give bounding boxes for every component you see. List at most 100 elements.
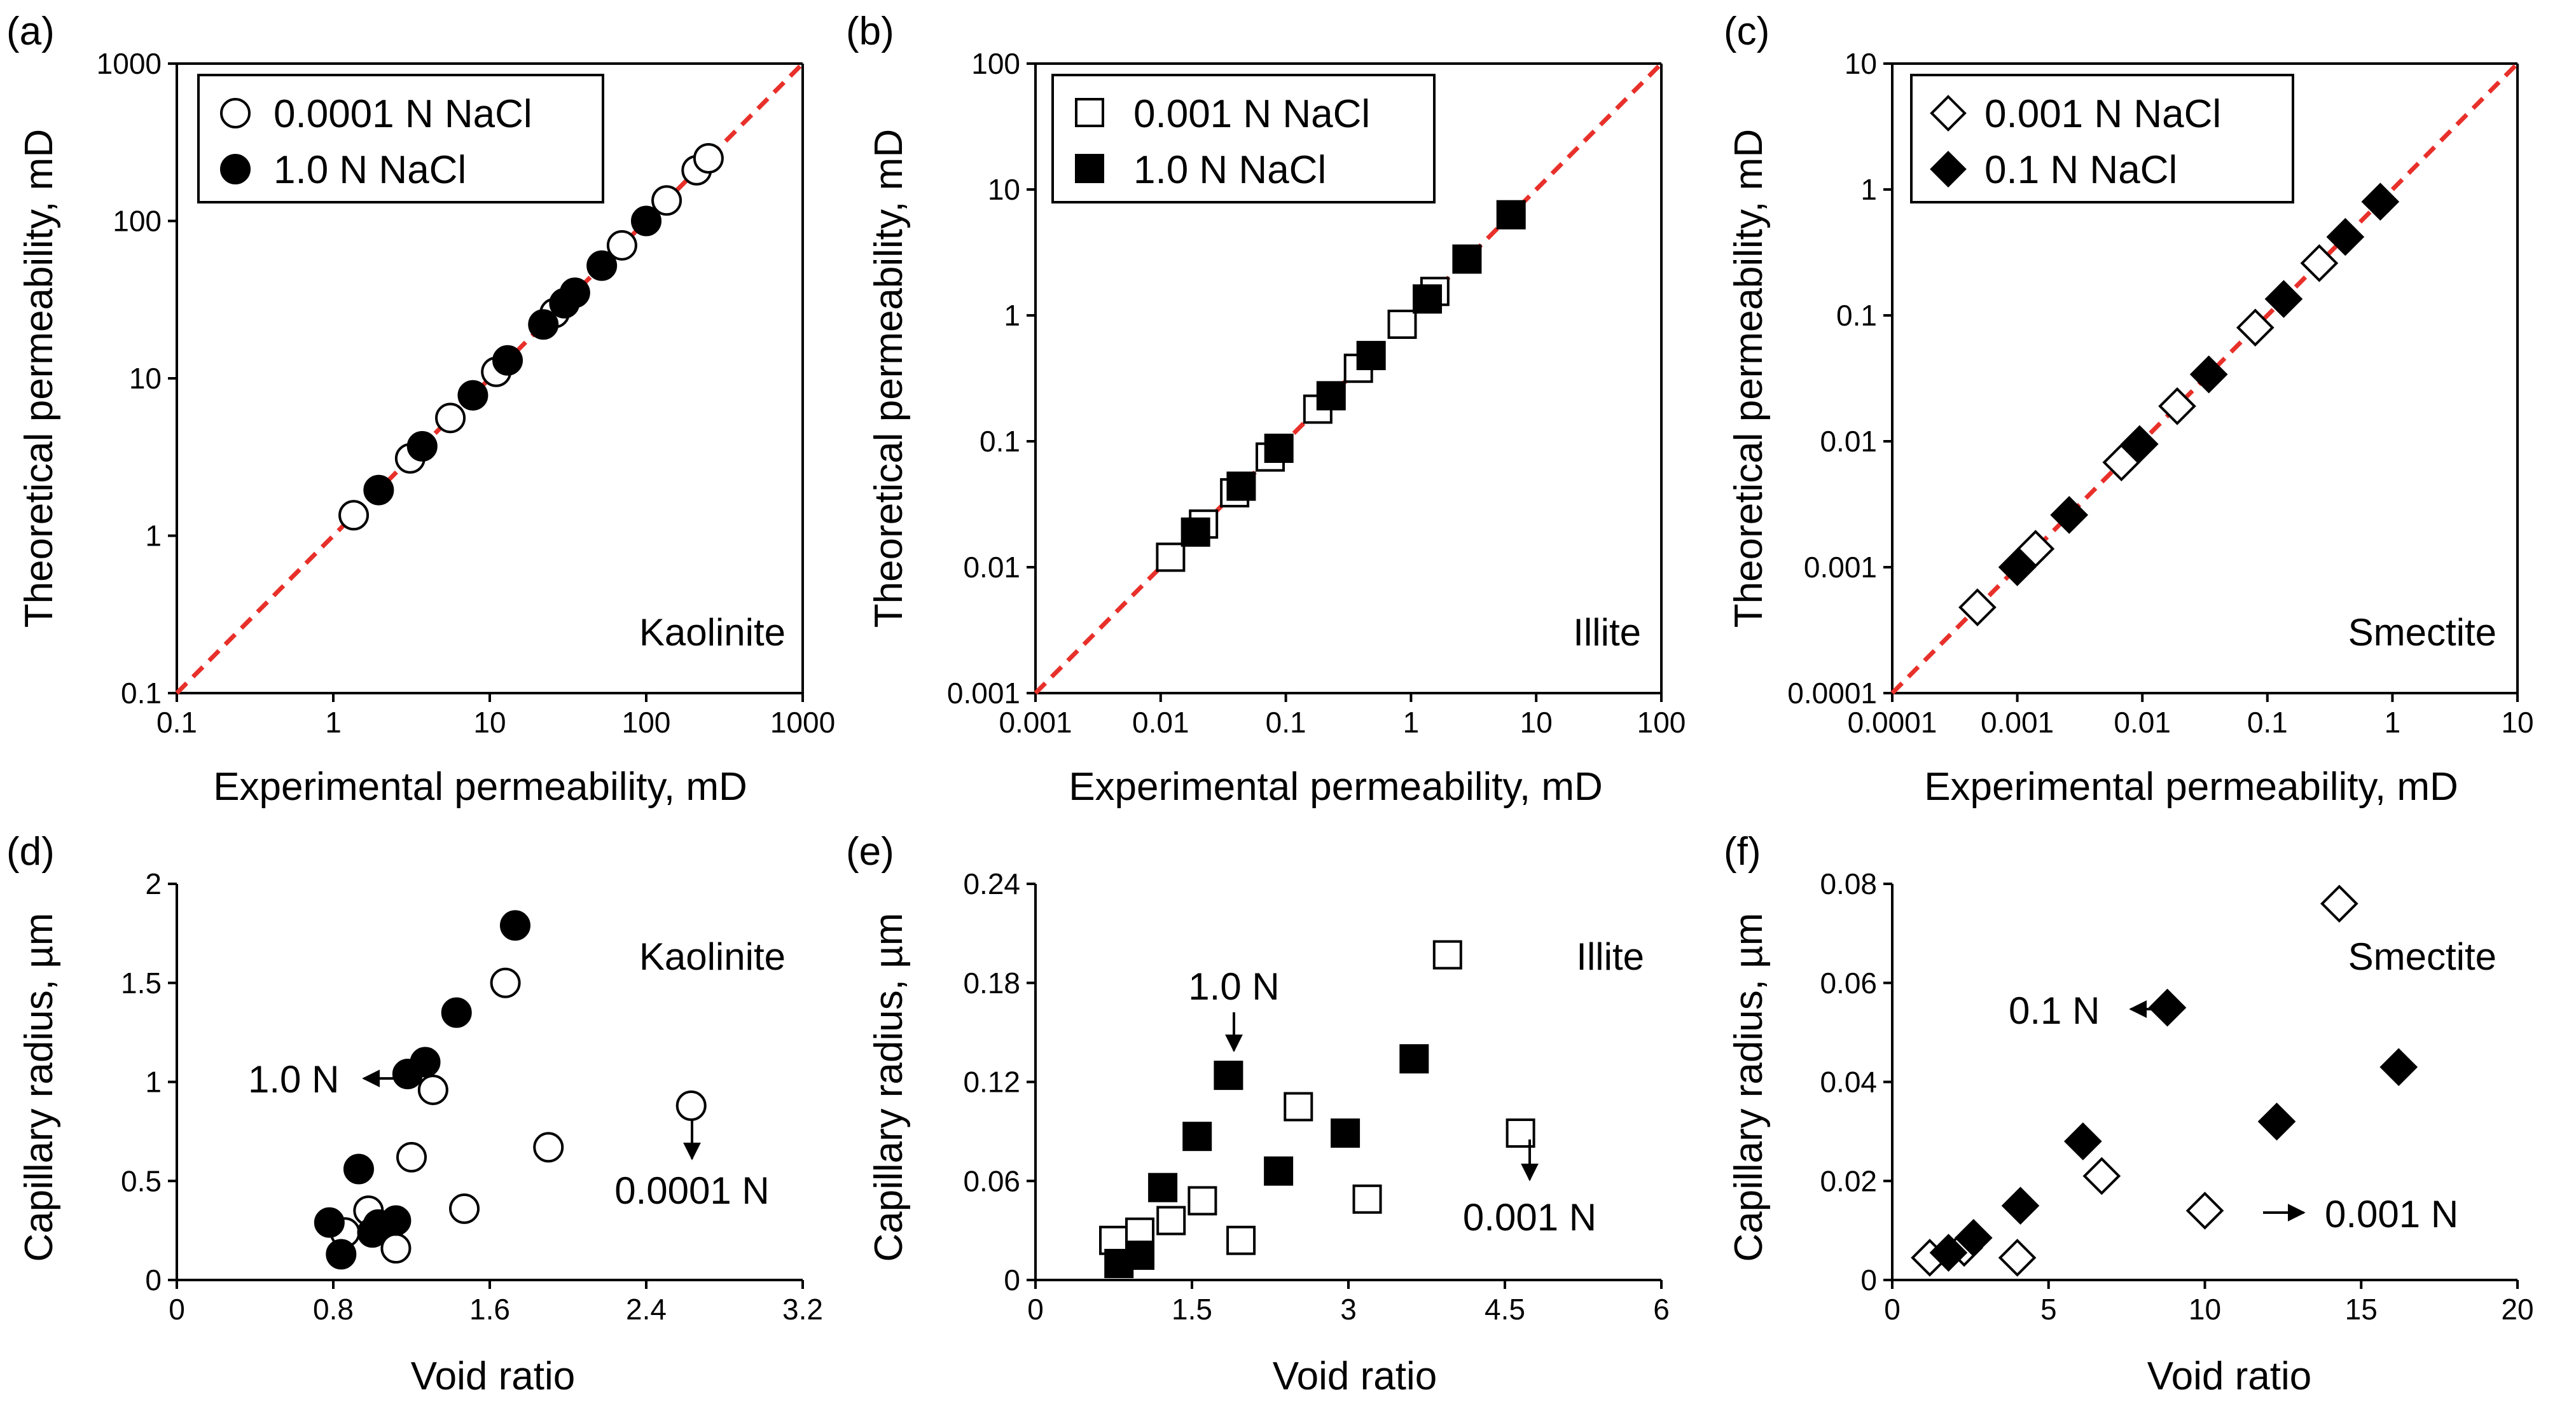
data-point-0-0001-n (396, 1141, 427, 1173)
data-point-1-0-n (1182, 1122, 1212, 1152)
data-point-0-001-n-nacl (2016, 530, 2055, 568)
y-tick-label: 0.01 (1820, 425, 1877, 458)
data-point-1-0-n-nacl (559, 277, 590, 308)
svg-text:0.0001 N: 0.0001 N (614, 1169, 770, 1212)
y-tick-label: 0.06 (1820, 967, 1877, 1000)
x-tick-label: 0.001 (1981, 706, 2054, 739)
data-point-0-001-n (2185, 1192, 2224, 1230)
panel-e: (e) Capillary radius, µm Void ratio 0 1.5… (846, 830, 1670, 1398)
data-point-1-0-n (1148, 1173, 1178, 1202)
data-point-1-0-n-nacl (586, 250, 618, 281)
x-tick-label: 15 (2345, 1293, 2378, 1326)
data-point-0-1-n-nacl (2120, 425, 2159, 464)
data-point-1-0-n-nacl (1452, 244, 1482, 274)
data-point-0-001-n-nacl (1156, 542, 1186, 572)
y-tick-label: 1 (1860, 173, 1877, 206)
legend-a-series-1: 0.0001 N NaCl (274, 92, 532, 136)
svg-text:0.001 N: 0.001 N (1463, 1196, 1596, 1239)
panel-d: (d) Capillary radius, µm Void ratio 0 0.8… (6, 830, 823, 1398)
x-tick-label: 0.1 (1266, 706, 1306, 739)
panel-b-axes: 0.001 0.01 0.1 1 10 100 0.001 0.01 0.1 1 10 100 (947, 47, 1686, 739)
panel-f-mineral: Smectite (2348, 935, 2496, 978)
y-tick-label: 0.24 (963, 867, 1020, 900)
x-tick-label: 5 (2040, 1293, 2057, 1326)
x-tick-label: 1 (1403, 706, 1420, 739)
x-tick-label: 2.4 (626, 1293, 667, 1326)
panel-e-ylabel: Capillary radius, µm (867, 912, 911, 1262)
x-tick-label: 0.01 (1132, 706, 1189, 739)
data-point-1-0-n-nacl (631, 205, 661, 237)
data-point-0-001-n-nacl (2300, 244, 2339, 282)
panel-e-xlabel: Void ratio (1273, 1354, 1437, 1398)
panel-label-b: (b) (846, 10, 894, 53)
y-tick-label: 1 (1004, 299, 1020, 332)
y-tick-label: 0 (145, 1263, 162, 1297)
y-tick-label: 0.12 (963, 1066, 1020, 1099)
panel-b-legend: 0.001 N NaCl 1.0 N NaCl (1051, 74, 1436, 203)
data-point-0-001-n (1284, 1092, 1313, 1122)
svg-text:1.0 N: 1.0 N (248, 1058, 339, 1101)
y-tick-label: 10 (988, 173, 1020, 206)
y-tick-label: 0.5 (121, 1164, 162, 1197)
panel-c-mineral: Smectite (2348, 611, 2496, 654)
panel-d-points (314, 910, 707, 1270)
panel-f-points (1911, 884, 2418, 1277)
legend-a-open-marker (220, 98, 251, 128)
panel-e-points (1099, 940, 1535, 1279)
panel-b-xlabel: Experimental permeability, mD (1069, 765, 1603, 809)
y-tick-label: 2 (145, 867, 162, 900)
panel-c-ylabel: Theoretical permeability, mD (1727, 129, 1771, 628)
y-tick-label: 0 (1860, 1263, 1877, 1297)
panel-label-d: (d) (6, 830, 55, 874)
legend-a-series-2: 1.0 N NaCl (274, 148, 466, 192)
data-point-1-0-n-nacl (1356, 341, 1386, 371)
panel-d-mineral: Kaolinite (639, 935, 786, 978)
data-point-0-0001-n-nacl (606, 230, 637, 261)
legend-b-series-1: 0.001 N NaCl (1133, 92, 1370, 136)
data-point-0-0001-n-nacl (651, 185, 682, 216)
y-tick-label: 0.1 (121, 677, 162, 710)
panel-a: (a) Theoretical permeability, mD Experim… (6, 10, 835, 809)
legend-c-series-2: 0.1 N NaCl (1984, 148, 2177, 192)
panel-f-axes: 0 5 10 15 20 0 0.02 0.04 0.06 0.08 (1820, 867, 2533, 1326)
data-point-0-1-n (2379, 1048, 2418, 1086)
data-point-0-1-n (1954, 1218, 1993, 1257)
legend-b-series-2: 1.0 N NaCl (1133, 148, 1326, 192)
x-tick-label: 10 (1520, 706, 1553, 739)
panel-e-axes: 0 1.5 3 4.5 6 0 0.06 0.12 0.18 0.24 (963, 867, 1669, 1326)
y-tick-label: 1.5 (121, 967, 162, 1000)
data-point-1-0-n (314, 1207, 345, 1238)
x-tick-label: 100 (1637, 706, 1686, 739)
x-tick-label: 1000 (770, 706, 835, 739)
data-point-1-0-n (499, 910, 530, 941)
data-point-0-001-n-nacl (1387, 309, 1417, 339)
x-tick-label: 0.001 (999, 706, 1072, 739)
x-tick-label: 3 (1340, 1293, 1357, 1326)
y-tick-label: 100 (113, 205, 162, 238)
y-tick-label: 0.01 (963, 551, 1020, 584)
panel-c: (c) Theoretical permeability, mD Experim… (1724, 10, 2534, 809)
x-tick-label: 0.1 (156, 706, 197, 739)
y-tick-label: 0.02 (1820, 1164, 1877, 1197)
data-point-1-0-n (326, 1239, 357, 1270)
data-point-1-0-n-nacl (1496, 200, 1526, 230)
data-point-0-001-n-nacl (2158, 387, 2196, 425)
y-tick-label: 0.001 (1804, 551, 1877, 584)
data-point-0-0001-n (417, 1074, 448, 1105)
data-point-0-0001-n (449, 1193, 480, 1224)
svg-text:Capillary radius, µm: Capillary radius, µm (1727, 912, 1771, 1262)
svg-text:0.1 N: 0.1 N (2009, 989, 2100, 1032)
svg-text:0.001 N: 0.001 N (2325, 1193, 2458, 1235)
svg-text:Capillary radius, µm: Capillary radius, µm (867, 912, 911, 1262)
data-point-0-1-n-nacl (2189, 355, 2228, 394)
data-point-0-1-n-nacl (2361, 182, 2400, 221)
data-point-1-0-n (1214, 1061, 1243, 1091)
panel-f: (f) Capillary radius, µm Void ratio 0 5 10… (1724, 830, 2534, 1398)
panel-a-mineral: Kaolinite (639, 611, 786, 654)
y-tick-label: 0.08 (1820, 867, 1877, 900)
x-tick-label: 3.2 (782, 1293, 823, 1326)
data-point-0-0001-n (675, 1090, 707, 1121)
y-tick-label: 0.18 (963, 967, 1020, 1000)
data-point-0-001-n (2320, 884, 2358, 923)
